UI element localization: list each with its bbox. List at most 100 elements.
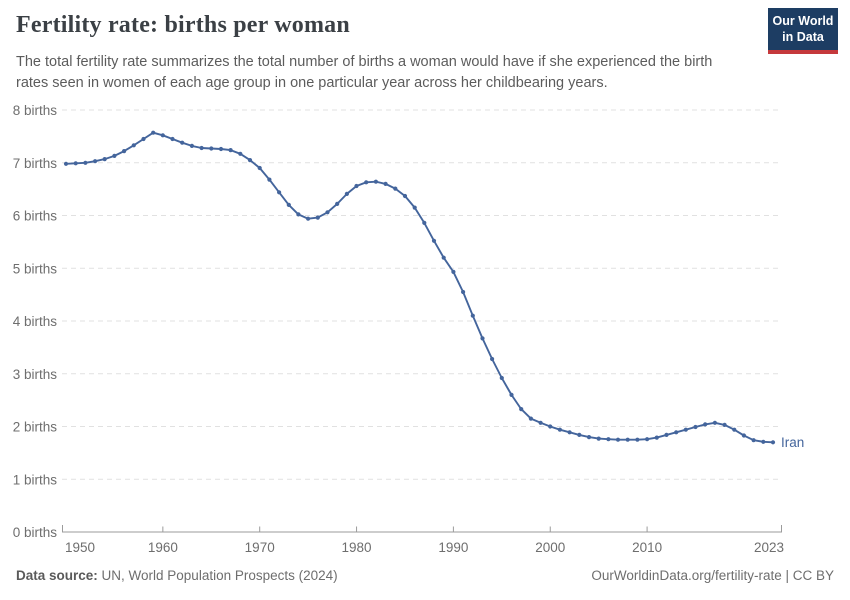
data-point [73,161,78,166]
y-axis-label: 1 births [13,472,58,487]
data-point [586,435,592,440]
data-point [267,177,272,182]
data-point [160,133,165,138]
data-point [674,430,679,435]
data-point [83,160,88,165]
data-point [538,420,543,425]
data-point [373,179,378,184]
data-point [712,420,718,425]
data-point [228,148,233,153]
data-point [548,424,553,429]
data-point [499,375,504,381]
data-point [141,136,146,142]
chart-subtitle: The total fertility rate summarizes the … [16,52,712,94]
data-source: Data source: UN, World Population Prospe… [16,568,338,583]
data-point [577,432,582,437]
data-point [722,422,727,427]
data-point [741,433,747,438]
subtitle-line-1: The total fertility rate summarizes the … [16,54,713,70]
data-point [354,183,359,189]
data-point [402,193,408,199]
x-axis-label: 2010 [632,540,662,555]
data-point [615,437,621,442]
data-point [131,143,136,148]
y-axis-label: 0 births [13,525,58,540]
data-point [751,438,756,443]
data-point [306,216,311,221]
data-point [383,181,388,186]
y-axis-label: 4 births [13,314,58,329]
data-point [528,416,534,421]
data-point [102,157,107,162]
x-axis-label: 1950 [65,540,95,555]
data-point [596,436,601,441]
owid-logo: Our World in Data [768,8,838,54]
data-point [431,238,437,243]
data-point [422,220,427,225]
subtitle-line-2: rates seen in women of each age group in… [16,75,608,92]
data-point [325,210,330,215]
citation-link: OurWorldinData.org/fertility-rate | CC B… [591,568,834,583]
fertility-line-chart: 0 births 1 births 2 births 3 births 4 births… [13,103,805,555]
y-axis-label: 7 births [13,156,58,171]
data-point [151,130,156,135]
data-point [238,151,243,156]
y-axis-label: 8 births [13,103,58,118]
data-point [112,153,117,158]
data-point [180,140,185,145]
data-point [567,430,572,435]
data-point [247,158,253,163]
data-point [480,336,485,341]
data-point [344,191,349,196]
data-point [170,136,175,142]
series-line [65,131,774,444]
x-axis-label: 2023 [754,540,784,555]
data-point [645,437,650,442]
data-point [412,205,417,210]
data-point [441,255,446,260]
data-point [654,435,659,440]
x-axis-label: 1960 [148,540,178,555]
data-point [606,437,611,442]
x-axis-label: 1990 [438,540,468,555]
data-point [519,407,524,412]
series-label-iran: Iran [781,435,804,450]
y-axis-label: 6 births [13,209,58,224]
data-point [209,146,214,151]
data-point [732,427,737,432]
data-point [770,440,776,445]
y-axis-label: 5 births [13,261,58,276]
y-axis-label: 2 births [13,420,58,435]
logo-line1: Our World [772,14,834,28]
data-point [461,289,466,295]
x-axis-label: 2000 [535,540,565,555]
x-axis-label: 1970 [245,540,275,555]
data-point [315,215,320,220]
data-point [509,392,514,397]
y-axis-label: 3 births [13,367,58,382]
data-point [451,269,456,274]
data-point [761,439,766,444]
data-point [693,424,698,430]
data-point [218,146,224,152]
data-point [63,161,69,166]
page-title: Fertility rate: births per woman [16,12,350,38]
data-point [635,437,640,442]
data-point [296,212,301,217]
data-point [625,437,630,442]
data-point [490,356,495,362]
data-point [257,165,262,171]
data-point [199,145,204,151]
data-point [277,190,282,195]
data-source-label: Data source: [16,568,98,583]
data-point [286,202,291,207]
data-point [557,427,563,432]
data-point [393,186,398,191]
data-point [364,180,369,185]
logo-line2: in Data [782,30,824,45]
data-point [122,149,127,154]
data-point [703,422,708,427]
data-point [470,313,475,318]
data-point [664,432,669,437]
